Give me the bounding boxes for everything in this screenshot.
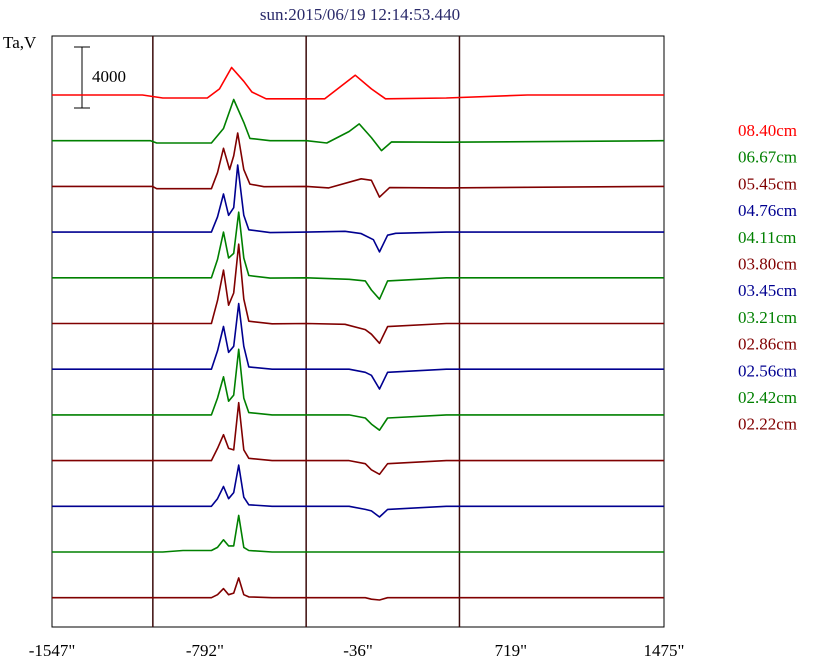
vertical-markers bbox=[152, 36, 461, 627]
legend-entry-02.22cm: 02.22cm bbox=[738, 415, 797, 434]
x-tick-label-0: -1547" bbox=[29, 641, 76, 660]
series-line-05.45cm bbox=[52, 132, 665, 198]
series-line-02.42cm bbox=[52, 514, 664, 553]
x-tick-label-4: 1475" bbox=[644, 641, 685, 660]
series-line-03.80cm bbox=[52, 243, 664, 345]
legend-entry-05.45cm: 05.45cm bbox=[738, 174, 797, 193]
legend: 08.40cm 06.67cm 05.45cm 04.76cm 04.11cm 03.80… bbox=[738, 121, 797, 434]
y-axis-label: Ta,V bbox=[3, 33, 37, 52]
series-line-06.67cm bbox=[52, 98, 665, 152]
series-line-04.11cm bbox=[52, 211, 664, 301]
chart-title: sun:2015/06/19 12:14:53.440 bbox=[260, 5, 460, 24]
x-tick-label-3: 719" bbox=[495, 641, 527, 660]
series-line-02.56cm bbox=[52, 464, 664, 518]
legend-entry-04.76cm: 04.76cm bbox=[738, 201, 797, 220]
legend-entry-02.42cm: 02.42cm bbox=[738, 388, 797, 407]
series-line-03.21cm bbox=[52, 348, 664, 432]
series-line-02.22cm bbox=[52, 577, 664, 601]
legend-entry-02.56cm: 02.56cm bbox=[738, 361, 797, 380]
legend-entry-03.21cm: 03.21cm bbox=[738, 308, 797, 327]
legend-entry-08.40cm: 08.40cm bbox=[738, 121, 797, 140]
series-line-04.76cm bbox=[52, 164, 664, 253]
x-tick-label-1: -792" bbox=[186, 641, 224, 660]
x-tick-labels: -1547" -792" -36" 719" 1475" bbox=[29, 641, 685, 660]
legend-entry-03.45cm: 03.45cm bbox=[738, 281, 797, 300]
series-line-03.45cm bbox=[52, 302, 664, 390]
series-line-08.40cm bbox=[52, 66, 664, 100]
x-tick-label-2: -36" bbox=[343, 641, 373, 660]
series-line-02.86cm bbox=[52, 401, 664, 476]
scale-bar-label: 4000 bbox=[92, 67, 126, 86]
plot-frame bbox=[51, 35, 665, 628]
series-group bbox=[52, 66, 665, 601]
legend-entry-06.67cm: 06.67cm bbox=[738, 148, 797, 167]
legend-entry-04.11cm: 04.11cm bbox=[738, 228, 796, 247]
legend-entry-02.86cm: 02.86cm bbox=[738, 335, 797, 354]
legend-entry-03.80cm: 03.80cm bbox=[738, 255, 797, 274]
scale-bar: 4000 bbox=[74, 46, 126, 109]
